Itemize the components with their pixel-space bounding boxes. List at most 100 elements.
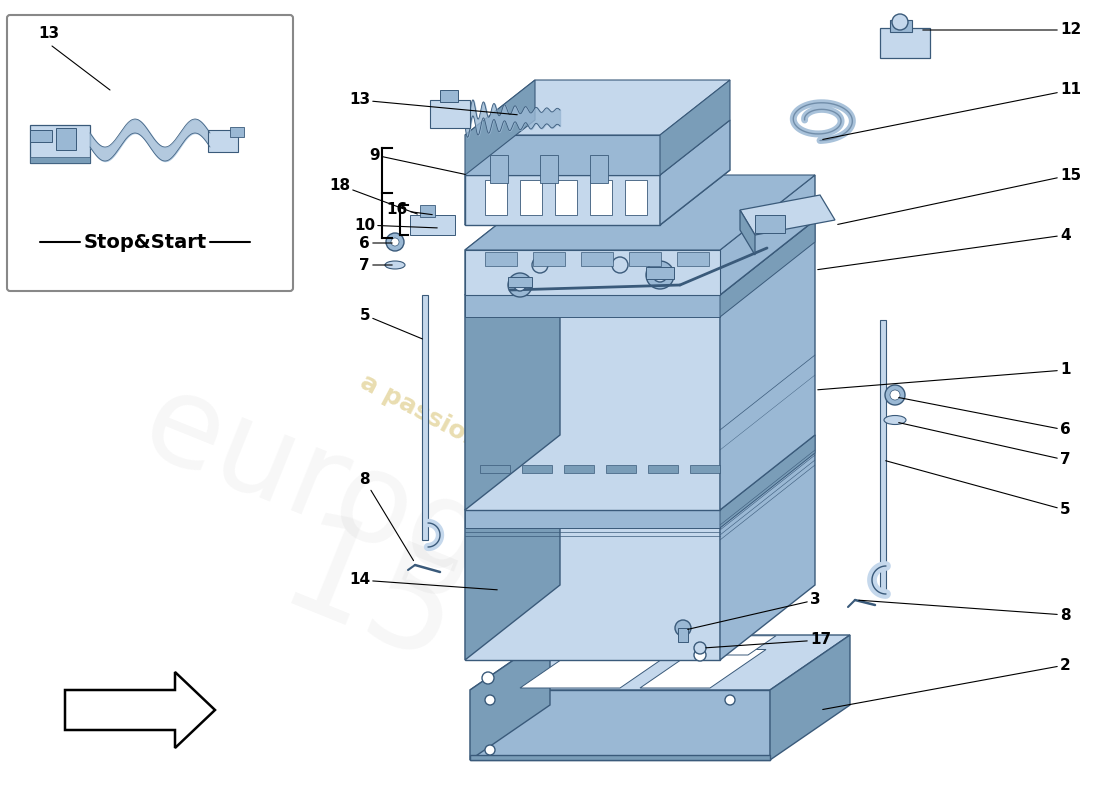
Polygon shape — [720, 220, 815, 317]
Polygon shape — [640, 650, 766, 688]
Polygon shape — [465, 510, 720, 660]
Text: 9: 9 — [370, 147, 465, 174]
Bar — [30, 130, 52, 142]
Bar — [490, 155, 508, 183]
Circle shape — [646, 261, 674, 289]
Text: 4: 4 — [817, 227, 1070, 270]
Circle shape — [482, 672, 494, 684]
Text: 13: 13 — [39, 26, 59, 41]
Circle shape — [390, 238, 399, 246]
Circle shape — [886, 385, 905, 405]
Bar — [485, 180, 507, 215]
Bar — [590, 180, 612, 215]
Bar — [485, 252, 517, 266]
Bar — [470, 755, 770, 760]
Text: 15: 15 — [838, 167, 1081, 225]
Polygon shape — [465, 435, 815, 510]
Polygon shape — [465, 220, 560, 510]
Circle shape — [386, 233, 404, 251]
Circle shape — [890, 390, 900, 400]
Bar — [208, 130, 238, 152]
Circle shape — [612, 257, 628, 273]
Bar — [629, 252, 661, 266]
Circle shape — [653, 268, 667, 282]
Bar — [430, 100, 470, 128]
Bar — [534, 252, 565, 266]
Polygon shape — [465, 120, 535, 225]
Text: 7: 7 — [899, 422, 1070, 467]
Text: 18: 18 — [329, 178, 417, 214]
Bar — [556, 180, 578, 215]
Polygon shape — [465, 435, 560, 660]
Polygon shape — [660, 80, 730, 175]
Polygon shape — [465, 80, 730, 135]
Text: 11: 11 — [823, 82, 1081, 139]
Bar — [520, 180, 542, 215]
Text: 10: 10 — [354, 218, 437, 233]
Polygon shape — [770, 635, 850, 760]
Circle shape — [508, 273, 532, 297]
Bar — [230, 127, 244, 137]
Text: 6: 6 — [360, 235, 393, 250]
Bar — [590, 155, 608, 183]
Bar — [678, 628, 688, 642]
Text: 8: 8 — [360, 473, 414, 561]
Bar — [56, 128, 76, 150]
Ellipse shape — [385, 261, 405, 269]
Text: 1: 1 — [817, 362, 1070, 390]
Polygon shape — [740, 195, 835, 235]
Polygon shape — [740, 210, 755, 255]
Circle shape — [514, 279, 526, 291]
Bar — [420, 205, 434, 217]
Circle shape — [694, 649, 706, 661]
Bar — [625, 180, 647, 215]
Circle shape — [485, 695, 495, 705]
Bar — [880, 28, 929, 58]
Text: 5: 5 — [886, 461, 1070, 518]
Text: 3: 3 — [688, 593, 821, 630]
Bar — [522, 465, 552, 473]
Bar — [508, 277, 532, 287]
Bar — [880, 320, 886, 590]
Bar — [581, 252, 613, 266]
Text: 17: 17 — [706, 633, 832, 648]
Polygon shape — [470, 690, 770, 760]
Polygon shape — [720, 435, 815, 528]
Text: 12: 12 — [923, 22, 1081, 38]
Polygon shape — [65, 672, 214, 748]
Text: Stop&Start: Stop&Start — [84, 233, 207, 251]
Polygon shape — [660, 120, 730, 225]
Text: 7: 7 — [360, 258, 393, 273]
Text: 5: 5 — [360, 307, 422, 339]
Circle shape — [675, 620, 691, 636]
Text: 13: 13 — [349, 93, 517, 114]
Text: a passion for parts since 1985: a passion for parts since 1985 — [356, 370, 744, 590]
Polygon shape — [720, 175, 815, 295]
Polygon shape — [465, 220, 815, 295]
Bar — [410, 215, 455, 235]
Bar — [676, 252, 710, 266]
Bar — [30, 157, 90, 163]
Polygon shape — [465, 295, 720, 510]
Text: 15: 15 — [263, 504, 477, 696]
Circle shape — [892, 14, 907, 30]
Text: 6: 6 — [899, 398, 1070, 438]
Polygon shape — [465, 135, 660, 175]
Polygon shape — [465, 175, 560, 295]
Polygon shape — [470, 635, 550, 760]
Bar — [30, 125, 90, 163]
Bar — [755, 215, 785, 233]
Bar — [540, 155, 558, 183]
Polygon shape — [520, 644, 684, 688]
Bar — [564, 465, 594, 473]
Text: 2: 2 — [823, 658, 1070, 710]
Polygon shape — [720, 220, 815, 510]
Bar — [440, 90, 458, 102]
Polygon shape — [465, 170, 730, 225]
Bar — [690, 465, 721, 473]
Bar — [606, 465, 636, 473]
Bar — [890, 20, 912, 32]
Circle shape — [485, 745, 495, 755]
Text: eurogo: eurogo — [124, 362, 575, 638]
Polygon shape — [465, 175, 815, 250]
